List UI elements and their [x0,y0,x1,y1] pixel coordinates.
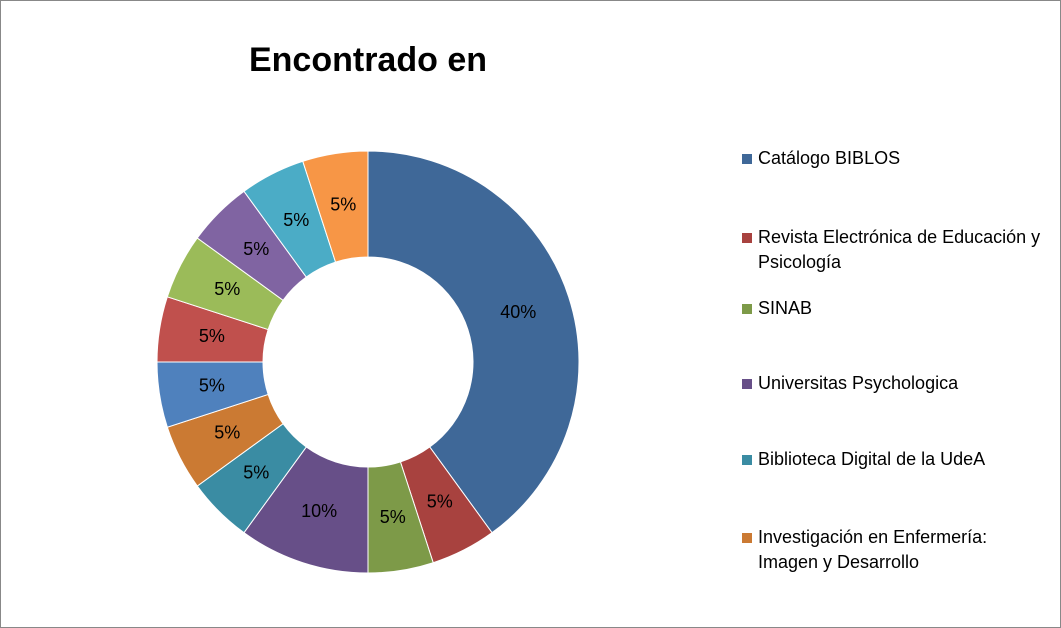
legend-item: Universitas Psychologica [742,371,1052,396]
legend-label: Revista Electrónica de Educación y Psico… [758,227,1041,272]
legend-label: Biblioteca Digital de la UdeA [758,449,986,469]
data-label: 5% [283,210,309,230]
data-label: 5% [214,279,240,299]
legend-label: Catálogo BIBLOS [758,148,901,168]
data-label: 10% [301,501,337,521]
donut-slice [367,150,580,534]
legend-swatch [742,533,752,543]
data-label: 5% [427,492,453,512]
data-label: 5% [214,422,240,442]
data-label: 5% [243,239,269,259]
legend-swatch [742,379,752,389]
legend-swatch [742,455,752,465]
legend-item: Biblioteca Digital de la UdeA [742,447,1052,472]
legend-item: Investigación en Enfermería: Imagen y De… [742,525,1052,575]
legend-item: SINAB [742,296,1052,321]
legend-swatch [742,154,752,164]
legend-label: Investigación en Enfermería: Imagen y De… [758,527,988,572]
chart-title: Encontrado en [249,41,487,79]
legend-swatch [742,233,752,243]
data-label: 5% [199,326,225,346]
data-label: 5% [380,507,406,527]
legend-swatch [742,304,752,314]
legend-item: Revista Electrónica de Educación y Psico… [742,225,1052,275]
data-label: 5% [243,462,269,482]
legend-item: Catálogo BIBLOS [742,146,1052,171]
legend-label: SINAB [758,298,813,318]
data-label: 5% [330,195,356,215]
data-label: 5% [199,375,225,395]
donut-slice [302,150,369,263]
legend-label: Universitas Psychologica [758,373,959,393]
data-label: 40% [500,302,536,322]
